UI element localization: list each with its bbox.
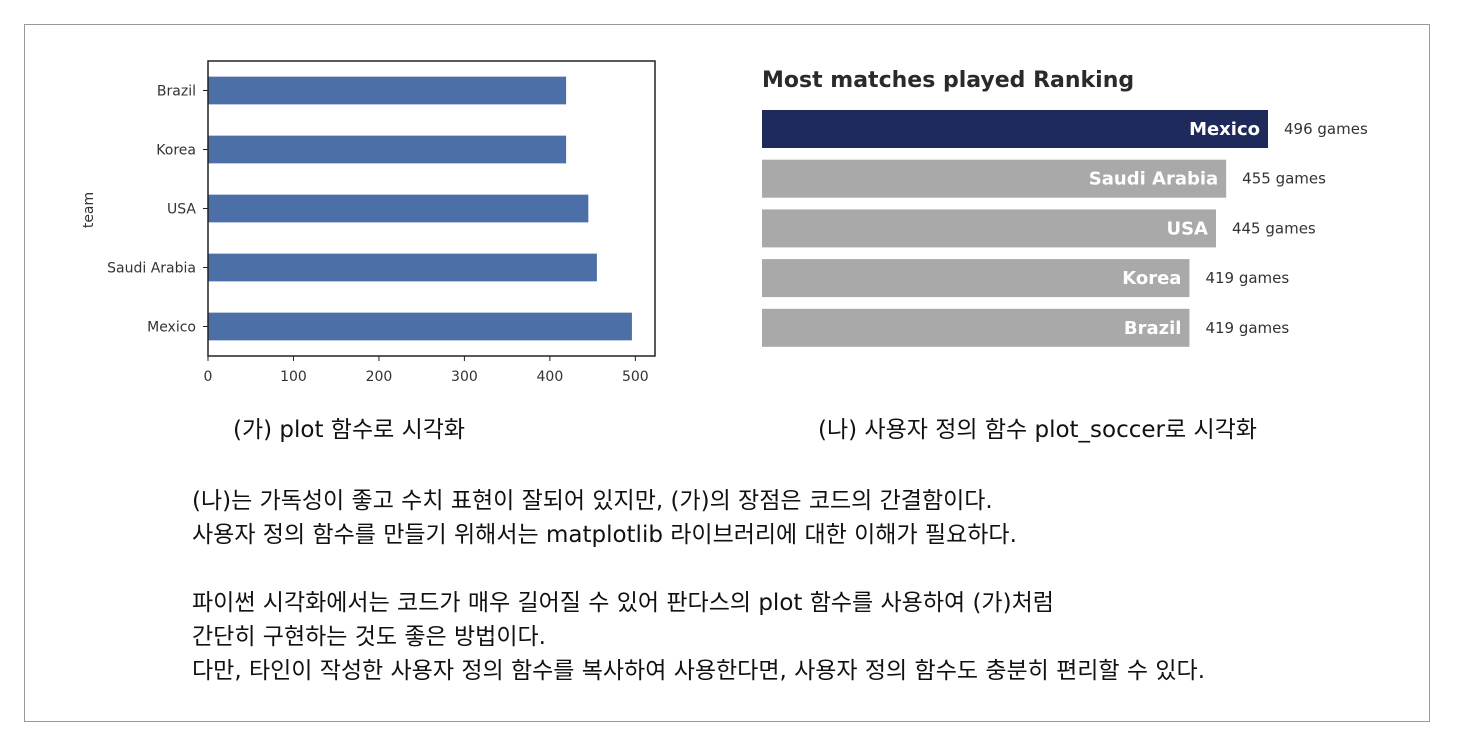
bar (762, 308, 1190, 347)
bar-value-label: 445 games (1232, 219, 1316, 237)
bar-category-label: Brazil (1124, 318, 1182, 339)
caption-right: (나) 사용자 정의 함수 plot_soccer로 시각화 (818, 417, 1257, 443)
paragraph-line: 파이썬 시각화에서는 코드가 매우 길어질 수 있어 판다스의 plot 함수를… (192, 590, 1054, 616)
figure-frame (24, 24, 1430, 722)
bar (208, 312, 632, 341)
caption-left: (가) plot 함수로 시각화 (233, 417, 466, 443)
paragraph-line: 다만, 타인이 작성한 사용자 정의 함수를 복사하여 사용한다면, 사용자 정… (192, 658, 1206, 684)
y-tick-label: Korea (156, 143, 196, 159)
bar-value-label: 419 games (1205, 319, 1289, 337)
custom-ranking-chart: Most matches played Ranking Mexico 496 ga… (762, 68, 1368, 347)
y-tick-label: Brazil (157, 84, 196, 100)
bar-value-label: 455 games (1242, 170, 1326, 188)
bar-category-label: Korea (1122, 268, 1181, 289)
x-tick-label: 400 (537, 369, 564, 385)
bar (208, 253, 597, 282)
x-tick-label: 0 (204, 369, 213, 385)
bar (208, 135, 567, 164)
paragraph-2: 파이썬 시각화에서는 코드가 매우 길어질 수 있어 판다스의 plot 함수를… (192, 586, 1205, 688)
paragraph-line: 사용자 정의 함수를 만들기 위해서는 matplotlib 라이브러리에 대한… (192, 522, 1017, 548)
chart-title: Most matches played Ranking (762, 68, 1134, 93)
y-axis-label: team (81, 192, 97, 228)
y-tick-label: Saudi Arabia (107, 261, 196, 277)
bar (762, 110, 1268, 148)
bar (762, 259, 1190, 298)
bar (762, 159, 1227, 198)
bar (762, 209, 1216, 248)
bar-category-label: Mexico (1189, 119, 1260, 140)
y-tick-label: Mexico (147, 320, 196, 336)
bar-value-label: 419 games (1205, 269, 1289, 287)
x-tick-label: 300 (451, 369, 478, 385)
paragraph-line: 간단히 구현하는 것도 좋은 방법이다. (192, 624, 546, 650)
bar-category-label: Saudi Arabia (1089, 169, 1218, 190)
paragraph-1: (나)는 가독성이 좋고 수치 표현이 잘되어 있지만, (가)의 장점은 코드… (192, 484, 1017, 552)
bar (208, 76, 567, 105)
bar (208, 194, 589, 223)
pandas-bar-chart: Brazil Korea USA Saudi Arabia Mexico 0 100 200 3… (81, 60, 656, 385)
x-tick-label: 200 (366, 369, 393, 385)
x-tick-label: 500 (622, 369, 649, 385)
bar-category-label: USA (1166, 218, 1208, 239)
paragraph-line: (나)는 가독성이 좋고 수치 표현이 잘되어 있지만, (가)의 장점은 코드… (192, 488, 993, 514)
bar-value-label: 496 games (1284, 120, 1368, 138)
x-tick-label: 100 (280, 369, 307, 385)
y-tick-label: USA (167, 202, 196, 218)
